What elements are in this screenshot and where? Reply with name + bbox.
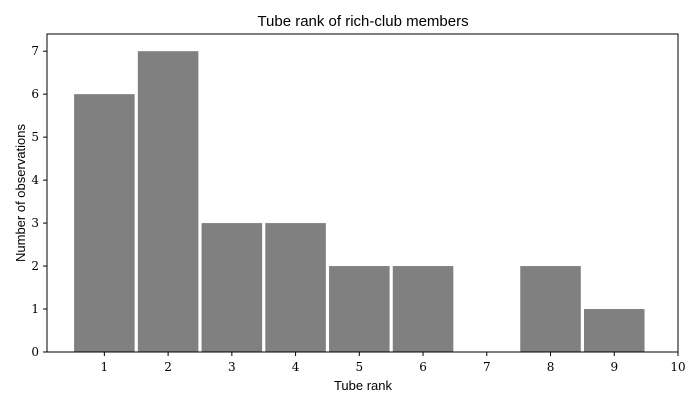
bar-rank-6 [393, 266, 454, 352]
bar-rank-8 [520, 266, 581, 352]
y-tick-label-1: 1 [31, 302, 39, 316]
y-tick-label-0: 0 [31, 345, 39, 359]
y-tick-label-6: 6 [31, 87, 39, 101]
bars-group [74, 51, 644, 352]
x-tick-label-8: 8 [547, 360, 555, 374]
y-tick-label-3: 3 [31, 216, 39, 230]
bar-rank-4 [265, 223, 326, 352]
x-tick-label-10: 10 [670, 360, 685, 374]
y-tick-label-4: 4 [31, 173, 39, 187]
y-tick-label-2: 2 [31, 259, 39, 273]
bar-rank-1 [74, 94, 135, 352]
x-tick-label-3: 3 [228, 360, 236, 374]
x-tick-label-9: 9 [610, 360, 618, 374]
y-axis-ticks: 0 1 2 3 4 5 6 7 [31, 44, 47, 359]
bar-rank-3 [202, 223, 263, 352]
y-tick-label-7: 7 [31, 44, 39, 58]
y-tick-label-5: 5 [31, 130, 39, 144]
x-axis-label: Tube rank [334, 378, 393, 393]
x-tick-label-6: 6 [419, 360, 427, 374]
chart-title: Tube rank of rich-club members [257, 13, 468, 30]
y-axis-label: Number of observations [13, 123, 28, 262]
x-tick-label-5: 5 [355, 360, 363, 374]
x-tick-label-1: 1 [101, 360, 109, 374]
bar-rank-2 [138, 51, 199, 352]
x-tick-label-7: 7 [483, 360, 491, 374]
x-tick-label-4: 4 [292, 360, 300, 374]
x-tick-label-2: 2 [164, 360, 172, 374]
bar-rank-9 [584, 309, 645, 352]
bar-rank-5 [329, 266, 390, 352]
x-axis-ticks: 1 2 3 4 5 6 7 8 9 10 [101, 352, 686, 374]
